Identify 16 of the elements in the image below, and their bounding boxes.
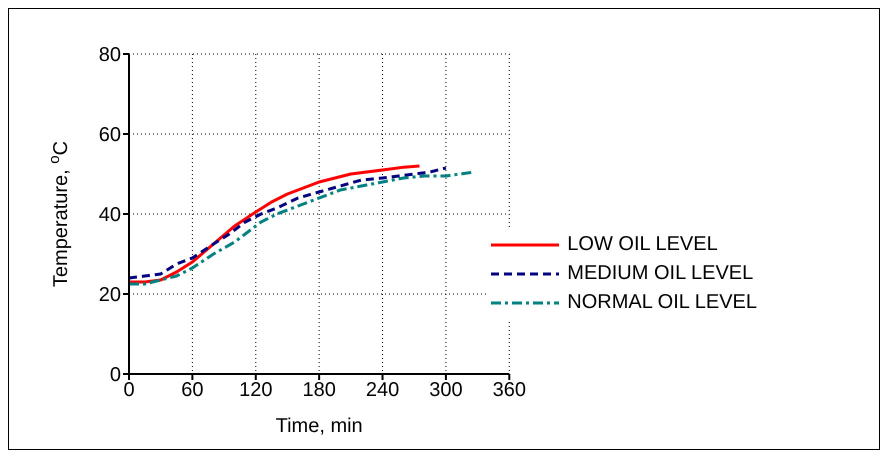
x-axis-title: Time, min [276, 415, 363, 437]
x-tick-label: 60 [181, 379, 204, 402]
legend-label: NORMAL OIL LEVEL [567, 291, 757, 314]
x-tick-label: 240 [366, 379, 400, 402]
legend-label: MEDIUM OIL LEVEL [567, 262, 754, 285]
x-tick-label: 120 [239, 379, 272, 402]
x-tick-label: 0 [123, 379, 135, 402]
x-tick-label: 360 [492, 379, 526, 402]
y-tick-label: 60 [98, 124, 121, 146]
x-tick-label: 300 [429, 379, 463, 402]
y-tick-label: 0 [110, 364, 121, 386]
y-tick-label: 80 [98, 44, 121, 66]
x-tick-label: 180 [302, 379, 336, 402]
legend-label: LOW OIL LEVEL [567, 233, 718, 256]
y-tick-label: 20 [98, 284, 121, 306]
y-tick-label: 40 [98, 204, 121, 226]
